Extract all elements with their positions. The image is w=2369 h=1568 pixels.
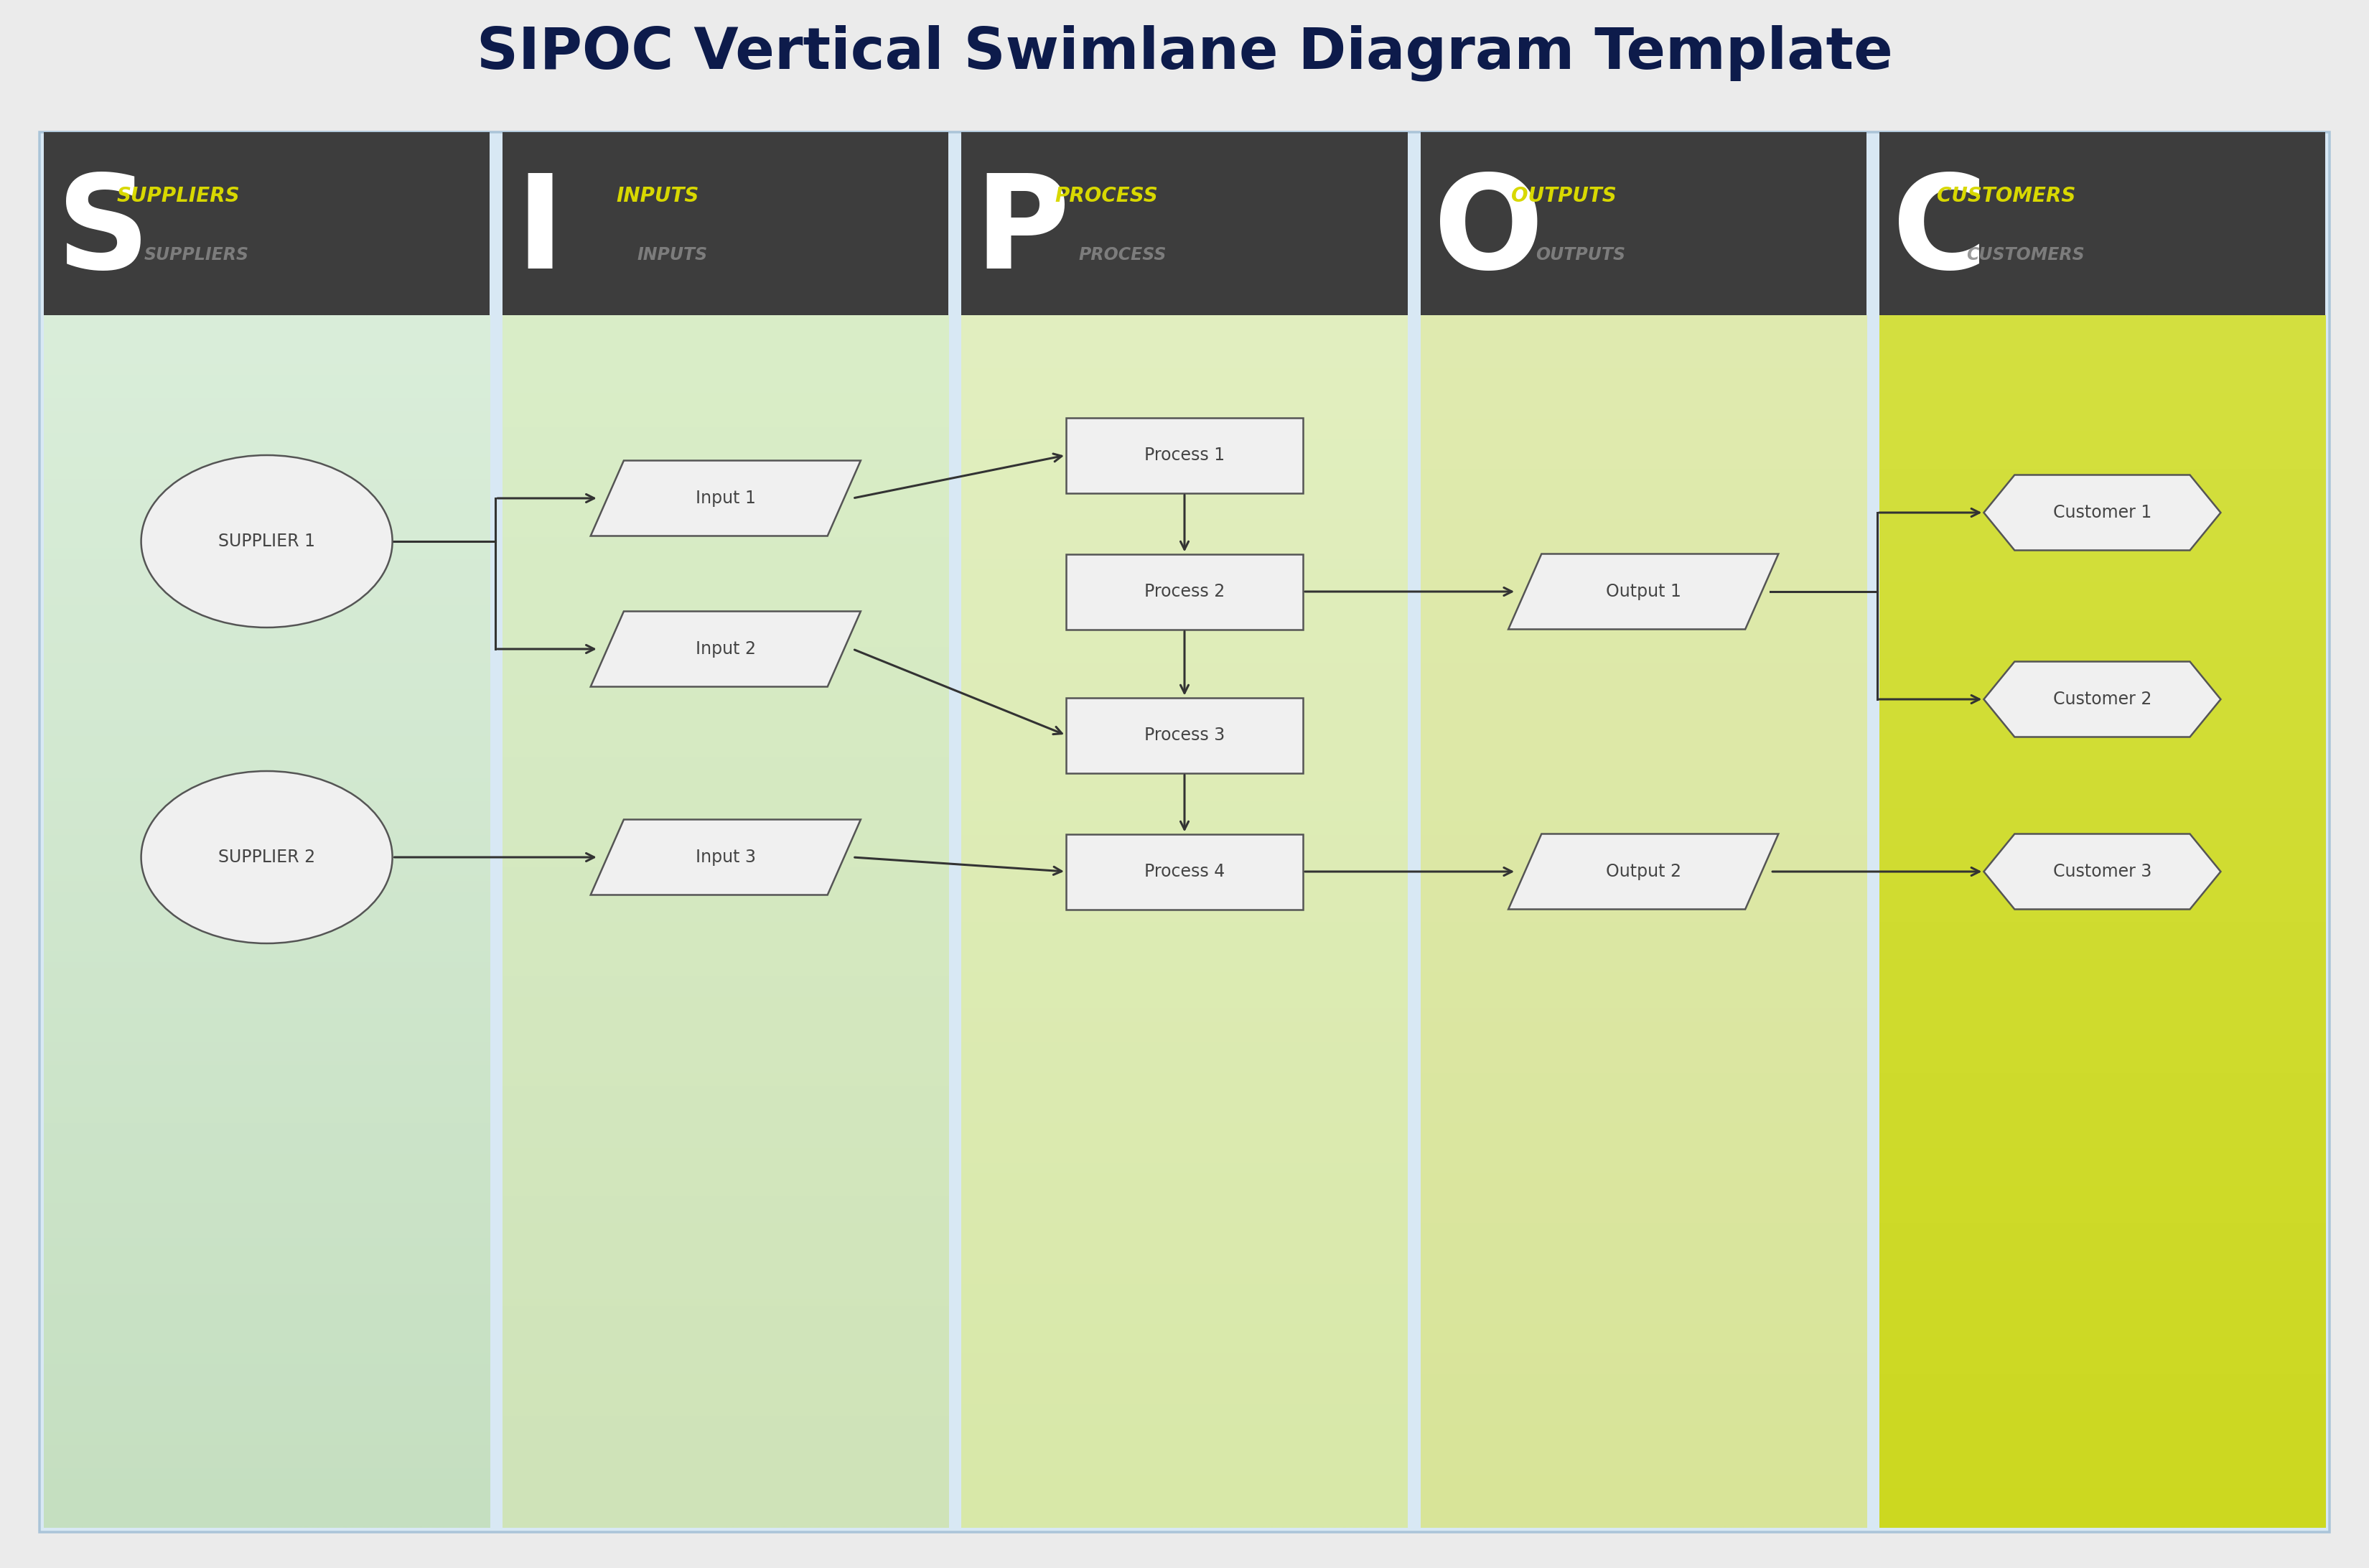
FancyBboxPatch shape	[1066, 554, 1303, 629]
Polygon shape	[590, 820, 860, 895]
Text: CUSTOMERS: CUSTOMERS	[1938, 187, 2075, 207]
FancyBboxPatch shape	[1421, 132, 1867, 315]
Polygon shape	[590, 461, 860, 536]
FancyBboxPatch shape	[40, 132, 2329, 1532]
Text: Process 3: Process 3	[1144, 726, 1225, 743]
Text: PROCESS: PROCESS	[1078, 246, 1166, 263]
Text: Process 1: Process 1	[1144, 447, 1225, 464]
Ellipse shape	[142, 455, 393, 627]
Text: OUTPUTS: OUTPUTS	[1511, 187, 1616, 207]
Ellipse shape	[142, 771, 393, 944]
Text: SIPOC Vertical Swimlane Diagram Template: SIPOC Vertical Swimlane Diagram Template	[476, 25, 1893, 82]
Text: Input 3: Input 3	[696, 848, 756, 866]
Text: PROCESS: PROCESS	[1054, 187, 1158, 207]
Text: Customer 1: Customer 1	[2054, 503, 2151, 521]
Text: Output 1: Output 1	[1606, 583, 1682, 601]
Polygon shape	[1983, 475, 2220, 550]
Text: S: S	[57, 169, 149, 296]
FancyBboxPatch shape	[1066, 698, 1303, 773]
Text: Process 2: Process 2	[1144, 583, 1225, 601]
FancyBboxPatch shape	[43, 132, 490, 315]
Text: Customer 2: Customer 2	[2054, 690, 2151, 707]
Polygon shape	[1983, 834, 2220, 909]
Text: P: P	[974, 169, 1068, 296]
Text: Input 2: Input 2	[696, 640, 756, 657]
FancyBboxPatch shape	[1066, 417, 1303, 492]
FancyBboxPatch shape	[1066, 834, 1303, 909]
Text: O: O	[1433, 169, 1545, 296]
Polygon shape	[1509, 834, 1779, 909]
Text: SUPPLIERS: SUPPLIERS	[116, 187, 239, 207]
Text: INPUTS: INPUTS	[616, 187, 699, 207]
Text: Process 4: Process 4	[1144, 862, 1225, 880]
Text: Input 1: Input 1	[696, 489, 756, 506]
Text: CUSTOMERS: CUSTOMERS	[1966, 246, 2085, 263]
Polygon shape	[590, 612, 860, 687]
FancyBboxPatch shape	[1879, 132, 2326, 315]
Text: Customer 3: Customer 3	[2054, 862, 2151, 880]
Polygon shape	[1983, 662, 2220, 737]
Text: SUPPLIERS: SUPPLIERS	[145, 246, 249, 263]
Text: SUPPLIER 1: SUPPLIER 1	[218, 533, 315, 550]
Text: SUPPLIER 2: SUPPLIER 2	[218, 848, 315, 866]
Text: Output 2: Output 2	[1606, 862, 1682, 880]
Text: I: I	[516, 169, 564, 296]
Text: OUTPUTS: OUTPUTS	[1535, 246, 1625, 263]
Text: C: C	[1893, 169, 1988, 296]
FancyBboxPatch shape	[962, 132, 1407, 315]
Text: INPUTS: INPUTS	[637, 246, 708, 263]
Polygon shape	[1509, 554, 1779, 629]
FancyBboxPatch shape	[502, 132, 948, 315]
